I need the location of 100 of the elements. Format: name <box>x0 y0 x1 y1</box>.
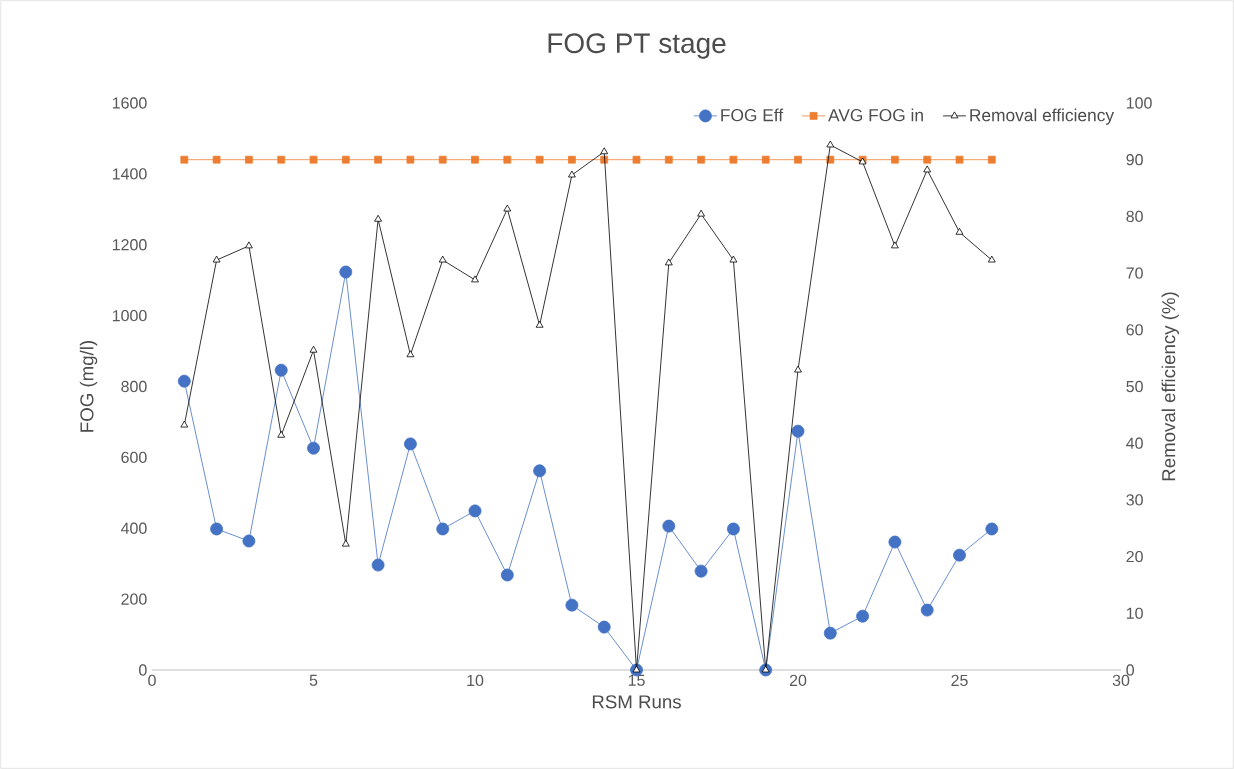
y2-tick-label: 80 <box>1126 210 1143 223</box>
point <box>923 155 932 164</box>
point <box>920 603 934 617</box>
point <box>729 255 738 263</box>
point <box>987 255 996 263</box>
y-tick-label: 200 <box>121 593 147 605</box>
point <box>404 437 417 451</box>
point <box>794 155 802 164</box>
y2-tick-label: 20 <box>1126 550 1143 563</box>
point <box>856 609 869 623</box>
y-tick-label: 1600 <box>112 97 147 109</box>
point <box>307 441 320 455</box>
point <box>891 241 899 249</box>
y2-tick-label: 90 <box>1126 154 1143 166</box>
x-tick-label: 10 <box>467 674 484 687</box>
legend-label: Removal efficiency <box>970 108 1115 125</box>
point <box>277 155 286 164</box>
point <box>953 548 966 562</box>
point <box>597 620 611 634</box>
y2-tick-label: 30 <box>1126 494 1143 506</box>
y-tick-label: 1000 <box>112 309 147 322</box>
point <box>245 155 253 164</box>
point <box>503 155 512 164</box>
point <box>729 155 738 164</box>
point <box>468 504 482 518</box>
point <box>436 522 450 536</box>
y2-tick-label: 70 <box>1126 267 1143 279</box>
point <box>791 424 805 438</box>
y-tick-label: 400 <box>120 522 147 534</box>
y-tick-label: 1200 <box>112 239 147 251</box>
point <box>471 155 479 164</box>
y2-tick-label: 60 <box>1126 324 1143 336</box>
y-axis-title: FOG (mg/l) <box>79 341 98 432</box>
chart-title: FOG PT stage <box>548 33 726 59</box>
x-tick-label: 20 <box>789 674 807 687</box>
point <box>664 155 673 164</box>
point <box>212 155 221 164</box>
point <box>662 519 676 533</box>
point <box>568 155 576 164</box>
point <box>274 363 288 377</box>
point <box>371 558 385 572</box>
point <box>727 522 740 536</box>
x-tick-label: 15 <box>628 674 645 686</box>
point <box>438 255 447 263</box>
point <box>438 155 447 164</box>
point <box>309 155 318 164</box>
legend-label: FOG Eff <box>721 108 784 122</box>
point <box>664 258 673 266</box>
point <box>212 255 221 263</box>
point <box>374 214 382 222</box>
point <box>503 204 512 212</box>
point <box>694 564 708 578</box>
point <box>826 140 835 148</box>
point <box>823 626 837 640</box>
point <box>697 209 705 217</box>
point <box>535 320 544 328</box>
y-tick-label: 600 <box>121 451 147 464</box>
point <box>341 539 350 547</box>
point <box>923 165 932 173</box>
point <box>891 155 899 164</box>
y-tick-label: 0 <box>139 664 147 676</box>
point <box>180 420 189 428</box>
y2-tick-label: 40 <box>1126 437 1143 449</box>
point <box>339 265 353 279</box>
point <box>632 155 641 164</box>
point <box>177 374 191 388</box>
point <box>180 155 189 164</box>
point <box>210 522 224 536</box>
point <box>242 534 256 548</box>
y2-tick-label: 10 <box>1126 607 1143 619</box>
point <box>374 155 382 164</box>
x-tick-label: 5 <box>309 674 318 686</box>
point <box>987 155 996 164</box>
point <box>761 155 770 164</box>
point <box>309 345 318 353</box>
point <box>533 464 547 478</box>
point <box>568 170 576 178</box>
y-tick-label: 800 <box>121 380 147 393</box>
x-tick-label: 0 <box>148 674 156 687</box>
point <box>406 350 415 358</box>
x-axis-title: RSM Runs <box>592 695 681 709</box>
y2-tick-label: 100 <box>1126 97 1152 109</box>
point <box>697 155 705 164</box>
x-tick-label: 30 <box>1112 674 1130 687</box>
point <box>888 535 902 549</box>
y2-axis-title: Removal efficiency (%) <box>1161 292 1179 481</box>
point <box>277 430 286 438</box>
y2-tick-label: 0 <box>1126 664 1134 676</box>
point <box>406 155 415 164</box>
point <box>565 598 579 612</box>
point <box>535 155 544 164</box>
point <box>245 241 253 249</box>
point <box>955 155 964 164</box>
y2-tick-label: 50 <box>1126 380 1143 393</box>
point <box>341 155 350 164</box>
x-tick-label: 25 <box>951 674 968 687</box>
point <box>955 227 964 235</box>
legend-label: AVG FOG in <box>828 108 923 122</box>
point <box>471 275 479 283</box>
y-tick-label: 1400 <box>112 168 147 180</box>
